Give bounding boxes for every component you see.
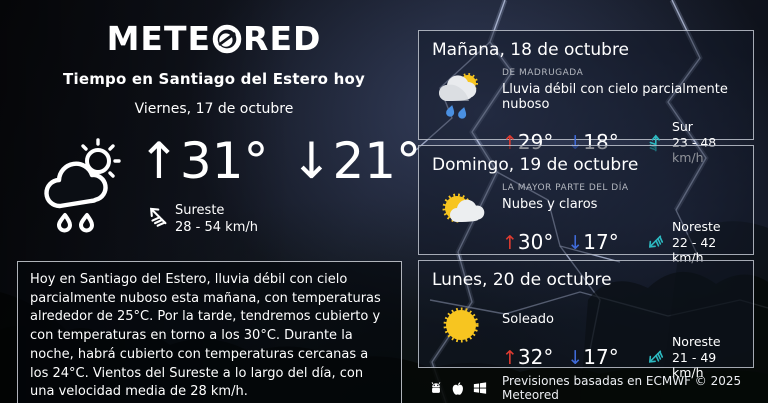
today-high: ↑31° — [138, 132, 269, 190]
page-title: Tiempo en Santiago del Estero hoy — [63, 70, 365, 88]
card-wind: Noreste 22 - 42 km/h — [647, 219, 740, 266]
card-title: Lunes, 20 de octubre — [432, 270, 612, 290]
card-stats: ↑30° ↓17° N — [502, 219, 740, 266]
header: METE RED Tiempo en Santiago del Estero h… — [16, 22, 412, 117]
card-wind-direction: Noreste — [671, 219, 721, 234]
today-temperatures: ↑31° ↓21° — [138, 134, 421, 189]
card-time-label: LA MAYOR PARTE DEL DÍA — [502, 183, 629, 193]
forecast-card-domingo: Domingo, 19 de octubre LA MAYOR PARTE DE… — [418, 145, 754, 265]
wind-barb-icon — [648, 235, 663, 248]
card-wind-text: Noreste 22 - 42 km/h — [672, 219, 740, 266]
down-arrow-icon: ↓ — [567, 232, 584, 255]
card-description: Soleado — [502, 312, 554, 327]
card-high: ↑29° — [502, 130, 554, 155]
card-wind-direction: Noreste — [671, 334, 721, 349]
windows-icon — [473, 382, 487, 394]
today-low: ↓21° — [290, 132, 422, 190]
page-date: Viernes, 17 de octubre — [134, 101, 294, 117]
card-wind-speed: 22 - 42 km/h — [671, 234, 717, 266]
up-arrow-icon: ↑ — [138, 132, 180, 190]
cloud-sun-rain-icon — [44, 138, 121, 233]
down-arrow-icon: ↓ — [290, 132, 333, 190]
card-wind-direction: Sur — [671, 119, 693, 134]
today-wind: Sureste 28 - 54 km/h — [146, 203, 258, 237]
wind-barb-icon — [648, 350, 663, 363]
card-wind: Noreste 21 - 49 km/h — [647, 334, 740, 381]
sun-cloud-icon — [432, 176, 490, 244]
meteored-o-icon — [212, 24, 242, 53]
wind-barb-icon — [150, 207, 167, 227]
meteored-logo: METE RED — [107, 22, 322, 55]
footer: Previsiones basadas en ECMWF © 2025 Mete… — [429, 374, 768, 402]
today-wind-text: Sureste 28 - 54 km/h — [175, 203, 258, 237]
card-title: Domingo, 19 de octubre — [432, 155, 639, 175]
attribution-text: Previsiones basadas en ECMWF © 2025 Mete… — [502, 374, 742, 402]
sun-cloud-rain-icon — [432, 61, 490, 129]
today-wind-speed: 28 - 54 km/h — [175, 219, 258, 235]
today-wind-direction: Sureste — [175, 203, 225, 218]
card-stats: ↑32° ↓17° N — [502, 334, 740, 381]
card-low: ↓17° — [567, 345, 619, 370]
up-arrow-icon: ↑ — [502, 232, 518, 255]
up-arrow-icon: ↑ — [502, 132, 518, 155]
card-high: ↑30° — [502, 230, 554, 255]
card-description: Lluvia débil con cielo parcialmente nubo… — [502, 82, 728, 112]
android-icon — [431, 382, 441, 393]
card-stats: ↑29° ↓18° S — [502, 119, 740, 166]
forecast-summary: Hoy en Santiago del Estero, lluvia débil… — [17, 261, 402, 403]
card-wind: Sur 23 - 48 km/h — [647, 119, 740, 166]
logo-text-left: METE — [106, 19, 212, 58]
down-arrow-icon: ↓ — [567, 347, 584, 370]
card-wind-text: Noreste 21 - 49 km/h — [672, 334, 740, 381]
card-time-label — [502, 298, 740, 310]
platform-icons — [429, 381, 487, 396]
apple-icon — [452, 381, 463, 395]
down-arrow-icon: ↓ — [567, 132, 584, 155]
card-low: ↓17° — [567, 230, 619, 255]
card-title: Mañana, 18 de octubre — [432, 40, 630, 60]
card-wind-speed: 21 - 49 km/h — [671, 349, 717, 381]
up-arrow-icon: ↑ — [502, 347, 518, 370]
card-low: ↓18° — [567, 130, 619, 155]
card-time-label: DE MADRUGADA — [502, 68, 584, 78]
card-high: ↑32° — [502, 345, 554, 370]
forecast-card-lunes: Lunes, 20 de octubre Soleado ↑32° ↓17° — [418, 260, 754, 380]
logo-text-right: RED — [243, 19, 322, 58]
today-conditions: ↑31° ↓21° — [38, 134, 421, 236]
card-description: Nubes y claros — [502, 197, 598, 212]
forecast-card-manana: Mañana, 18 de octubre DE MADRUGADA Lluvi… — [418, 30, 754, 165]
card-wind-text: Sur 23 - 48 km/h — [672, 119, 740, 166]
sun-icon — [432, 291, 490, 359]
